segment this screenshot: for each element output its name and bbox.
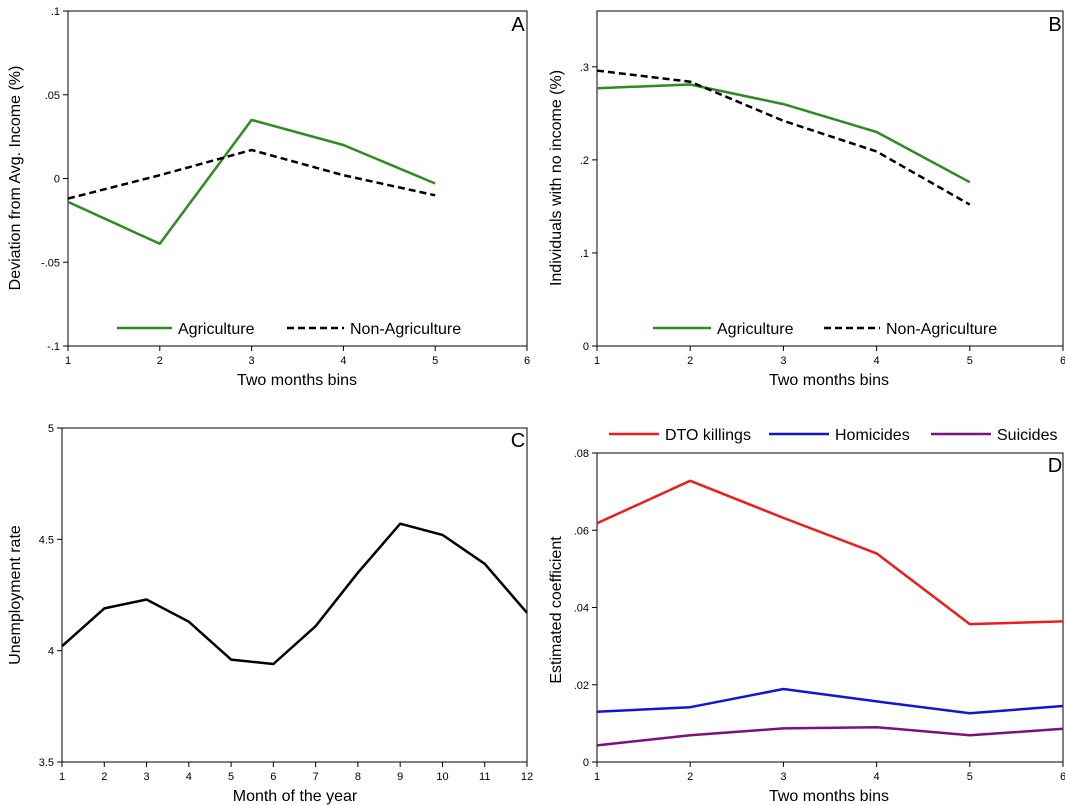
panel-d-series-line-2: [596, 687, 1064, 715]
panel-c-x-tick-label: 6: [270, 771, 276, 783]
panel-c-y-tick-label: 4.5: [39, 534, 54, 546]
panel-d-letter: D: [1048, 455, 1062, 477]
panel-b-legend-label-1: Agriculture: [717, 321, 794, 338]
panel-a-letter: A: [511, 14, 525, 36]
panel-b-y-tick-label: 0: [583, 341, 589, 353]
panel-a-plot-frame: [67, 10, 528, 347]
panel-a-y-tick-label: -.05: [41, 257, 60, 269]
panel-c-x-axis-title: Month of the year: [233, 788, 358, 805]
panel-a-x-tick-label: 1: [65, 355, 71, 367]
panel-c-y-tick-label: 3.5: [39, 757, 54, 769]
panel-d-legend-label-3: Suicides: [997, 427, 1057, 444]
panel-b-letter: B: [1048, 14, 1061, 36]
panel-d-x-tick-label: 4: [874, 771, 880, 783]
panel-d-x-tick-label: 3: [780, 771, 786, 783]
panel-c-x-tick-label: 11: [479, 771, 490, 783]
panel-c-letter: C: [511, 430, 525, 452]
panel-b-legend-label-2: Non-Agriculture: [886, 321, 997, 338]
panel-a-y-tick-label: .05: [45, 90, 60, 102]
panel-a-series-line-1: [67, 118, 436, 246]
panel-b-x-axis-title: Two months bins: [769, 372, 889, 389]
panel-d-y-tick-label: .06: [574, 525, 589, 537]
panel-b-y-tick-label: .3: [580, 62, 589, 74]
panel-c-plot-frame: [61, 427, 528, 763]
panel-c-x-tick-label: 10: [436, 771, 448, 783]
panel-b-y-tick-label: .1: [580, 248, 589, 260]
panel-c-x-tick-label: 2: [101, 771, 107, 783]
panel-d-y-tick-label: .02: [574, 680, 589, 692]
panel-c-series-line-1: [61, 522, 528, 666]
panel-c-x-tick-label: 1: [59, 771, 65, 783]
panel-a-y-tick-label: 0: [54, 174, 60, 186]
panel-a-y-tick-label: .1: [51, 6, 60, 18]
panel-a-x-tick-label: 5: [432, 355, 438, 367]
panel-c-y-axis-title: Unemployment rate: [7, 525, 24, 665]
panel-b-x-tick-label: 6: [1060, 355, 1065, 367]
panel-b-x-tick-label: 2: [687, 355, 693, 367]
panel-c-x-tick-label: 9: [397, 771, 403, 783]
panel-d-series-line-1: [596, 479, 1064, 626]
panel-a-legend-label-1: Agriculture: [178, 321, 255, 338]
panel-d-series-line-3: [596, 725, 1064, 747]
panel-d-y-axis-title: Estimated coefficient: [548, 536, 565, 684]
panel-b-series-line-1: [596, 83, 971, 184]
panel-d-legend-label-2: Homicides: [835, 427, 910, 444]
panel-d-y-tick-label: .04: [574, 603, 589, 615]
panel-c-x-tick-label: 3: [143, 771, 149, 783]
panel-d-legend-label-1: DTO killings: [665, 427, 751, 444]
panel-c-y-tick-label: 4: [48, 646, 54, 658]
panel-a-x-tick-label: 2: [157, 355, 163, 367]
panel-a-x-tick-label: 3: [249, 355, 255, 367]
panel-c-x-tick-label: 5: [228, 771, 234, 783]
panel-c-x-tick-label: 12: [521, 771, 533, 783]
panel-c-y-tick-label: 5: [48, 423, 54, 435]
panel-b-x-tick-label: 4: [874, 355, 880, 367]
panel-a-legend-label-2: Non-Agriculture: [350, 321, 461, 338]
panel-d-plot-frame: [596, 452, 1064, 763]
panel-c-x-tick-label: 7: [313, 771, 319, 783]
panel-a-x-tick-label: 6: [524, 355, 530, 367]
panel-b-x-tick-label: 3: [780, 355, 786, 367]
panel-b-x-tick-label: 5: [967, 355, 973, 367]
panel-b-y-tick-label: .2: [580, 155, 589, 167]
panel-d-x-tick-label: 6: [1060, 771, 1065, 783]
panel-d-y-tick-label: .08: [574, 448, 589, 460]
panel-b-plot-frame: [596, 10, 1064, 347]
panel-a-x-axis-title: Two months bins: [237, 372, 357, 389]
panel-a-series-line-2: [67, 148, 436, 200]
panel-d-x-axis-title: Two months bins: [769, 788, 889, 805]
panel-d-x-tick-label: 5: [967, 771, 973, 783]
panel-a-y-axis-title: Deviation from Avg. Income (%): [7, 66, 24, 291]
panel-a-y-tick-label: -.1: [47, 341, 60, 353]
panel-c-x-tick-label: 8: [355, 771, 361, 783]
panel-d-x-tick-label: 1: [594, 771, 600, 783]
panel-b-series-line-2: [596, 69, 971, 206]
panel-d-x-tick-label: 2: [687, 771, 693, 783]
panel-a-x-tick-label: 4: [340, 355, 346, 367]
panel-c-x-tick-label: 4: [186, 771, 192, 783]
panel-b-y-axis-title: Individuals with no income (%): [548, 70, 565, 286]
panel-b-x-tick-label: 1: [594, 355, 600, 367]
panel-d-y-tick-label: 0: [583, 757, 589, 769]
